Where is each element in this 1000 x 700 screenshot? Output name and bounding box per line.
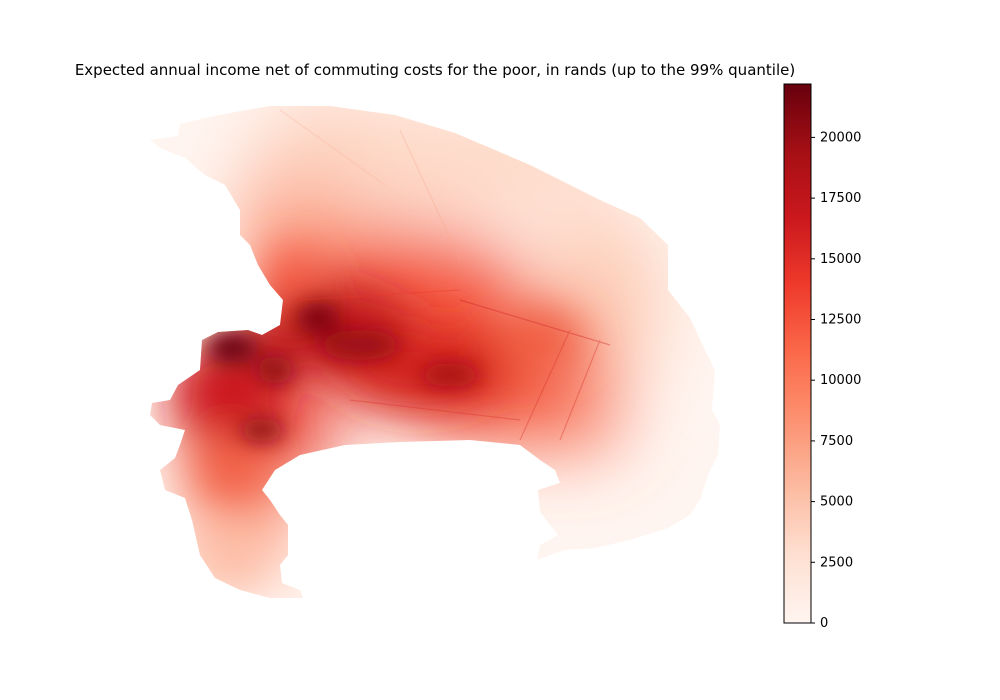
colorbar-tick-label: 7500 — [820, 434, 853, 449]
colorbar: 0 2500 5000 7500 10000 12500 15000 17500 20000 — [783, 83, 861, 631]
colorbar-tick-label: 17500 — [820, 191, 861, 206]
colorbar-ticks: 0 2500 5000 7500 10000 12500 15000 17500 20000 — [811, 130, 861, 631]
map-title: Expected annual income net of commuting … — [74, 61, 796, 79]
colorbar-tick-label: 2500 — [820, 555, 853, 570]
colorbar-tick-label: 15000 — [820, 252, 861, 267]
colorbar-tick-label: 12500 — [820, 313, 861, 328]
colorbar-tick-label: 0 — [820, 616, 828, 631]
income-heatmap — [150, 106, 720, 598]
colorbar-gradient — [784, 84, 811, 623]
colorbar-tick-label: 20000 — [820, 130, 861, 145]
colorbar-tick-label: 10000 — [820, 373, 861, 388]
colorbar-frame — [783, 83, 812, 624]
colorbar-tick-label: 5000 — [820, 495, 853, 510]
